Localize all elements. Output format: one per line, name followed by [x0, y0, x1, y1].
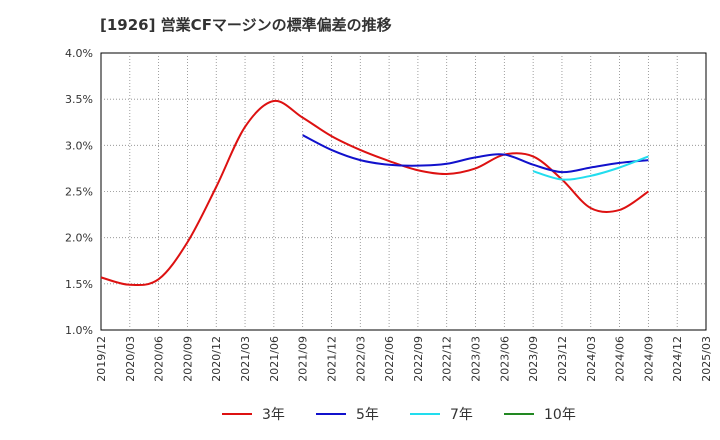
- x-tick-label: 2022/09: [412, 336, 425, 382]
- series-line-2: [532, 155, 649, 181]
- legend: 3年 5年 7年 10年: [0, 400, 720, 430]
- legend-label: 5年: [356, 407, 379, 423]
- legend-label: 7年: [450, 407, 473, 423]
- x-tick-label: 2022/06: [383, 336, 396, 382]
- chart-title: [1926] 営業CFマージンの標準偏差の推移: [100, 16, 392, 34]
- y-tick-label: 3.5%: [65, 93, 93, 106]
- x-tick-label: 2019/12: [95, 336, 108, 382]
- x-tick-label: 2020/12: [210, 336, 223, 382]
- series-line-1: [302, 134, 649, 174]
- x-tick-label: 2023/09: [527, 336, 540, 382]
- legend-swatch: [410, 413, 440, 415]
- legend-swatch: [316, 413, 346, 415]
- legend-item: 5年: [316, 404, 379, 424]
- x-tick-label: 2020/06: [153, 336, 166, 382]
- y-tick-label: 4.0%: [65, 47, 93, 60]
- x-tick-label: 2023/06: [498, 336, 511, 382]
- legend-item: 10年: [504, 404, 576, 424]
- x-tick-label: 2020/03: [124, 336, 137, 382]
- legend-item: 7年: [410, 404, 473, 424]
- legend-swatch: [222, 413, 252, 415]
- x-tick-label: 2025/03: [700, 336, 713, 382]
- legend-swatch: [504, 413, 534, 415]
- x-tick-label: 2021/03: [239, 336, 252, 382]
- y-tick-label: 3.0%: [65, 139, 93, 152]
- x-tick-label: 2023/12: [556, 336, 569, 382]
- x-tick-label: 2021/09: [297, 336, 310, 382]
- y-tick-label: 1.5%: [65, 278, 93, 291]
- x-tick-label: 2022/03: [354, 336, 367, 382]
- legend-label: 3年: [262, 407, 285, 423]
- x-tick-label: 2021/06: [268, 336, 281, 382]
- legend-label: 10年: [544, 407, 576, 423]
- x-tick-label: 2024/12: [671, 336, 684, 382]
- x-tick-label: 2024/03: [585, 336, 598, 382]
- x-tick-label: 2024/06: [614, 336, 627, 382]
- x-tick-label: 2021/12: [325, 336, 338, 382]
- x-tick-label: 2024/09: [642, 336, 655, 382]
- x-tick-label: 2022/12: [441, 336, 454, 382]
- x-tick-label: 2020/09: [181, 336, 194, 382]
- series-line-0: [100, 100, 649, 287]
- y-tick-label: 2.0%: [65, 232, 93, 245]
- x-tick-label: 2023/03: [470, 336, 483, 382]
- legend-item: 3年: [222, 404, 285, 424]
- y-tick-label: 1.0%: [65, 324, 93, 337]
- y-tick-label: 2.5%: [65, 186, 93, 199]
